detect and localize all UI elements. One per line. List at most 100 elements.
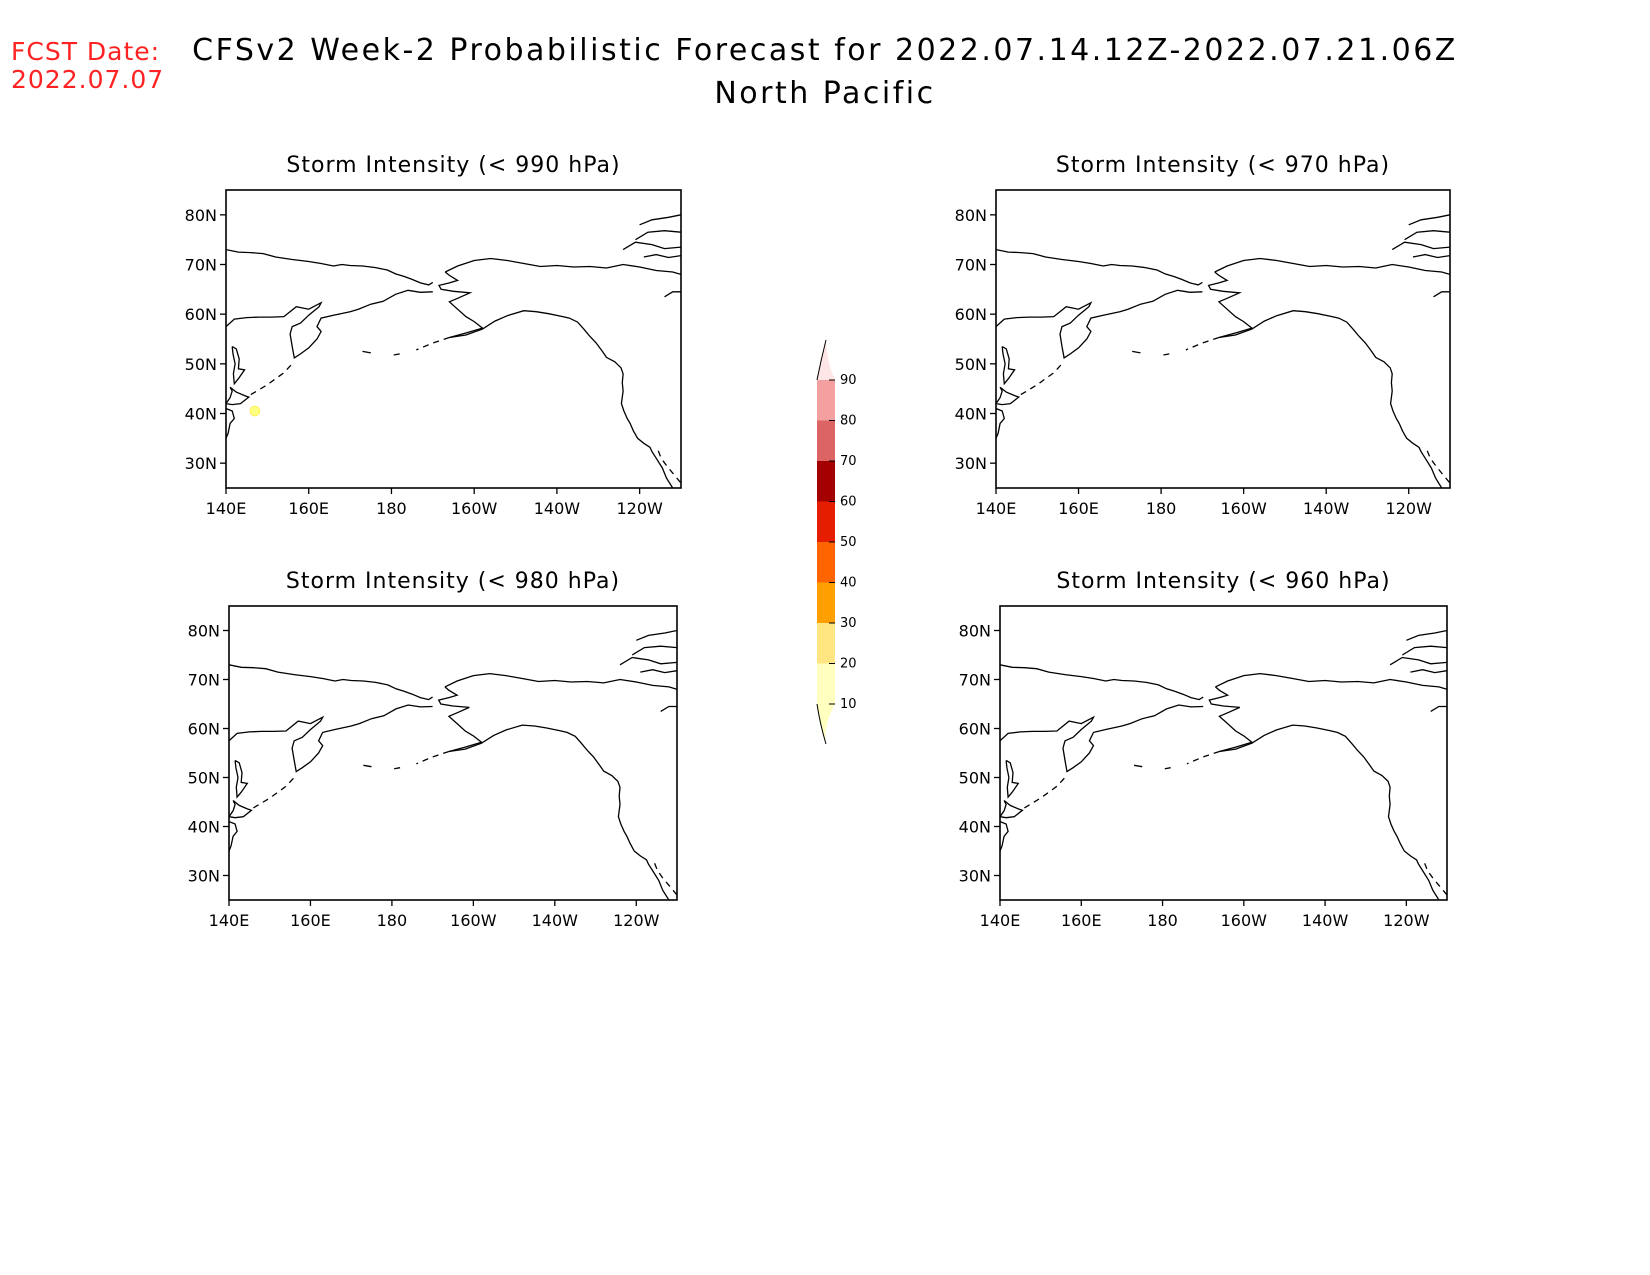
coastline [1001,345,1016,386]
lon-tick-label: 120W [616,499,663,518]
coastline [1214,257,1450,276]
lon-tick-label: 160E [1061,911,1102,930]
coastline [363,764,372,768]
map-panel-p960: Storm Intensity (< 960 hPa) 140E 160E 180 16… [959,569,1448,930]
lat-tick-label: 80N [188,622,220,641]
coastline [996,407,1006,439]
coastline [1433,291,1450,298]
coastline [1186,750,1220,765]
lat-tick-label: 60N [188,720,220,739]
coastline [643,253,681,259]
coastline [1218,310,1443,488]
lon-tick-label: 140E [209,911,250,930]
coastline [996,248,1203,286]
coastline [449,310,674,488]
coastline [229,704,433,773]
colorbar-tick-label: 90 [840,373,857,388]
map-frame [228,605,678,901]
colorbar-box [817,582,835,623]
coastlines [996,214,1450,488]
lon-tick-label: 160E [290,911,331,930]
lat-tick-label: 30N [185,454,217,473]
panel-title: Storm Intensity (< 990 hPa) [286,153,620,178]
colorbar-outline [816,339,827,381]
coastline [226,407,236,439]
coastline [1208,686,1254,753]
coastline [664,291,681,298]
coastline [639,214,681,226]
colorbar-box [817,420,835,461]
coastline [391,767,401,770]
colorbar-tick-label: 50 [840,535,857,550]
coastline [640,669,677,674]
coastline [226,248,434,286]
coastline [660,705,677,712]
lon-tick-label: 120W [1386,499,1433,518]
coastline [416,336,450,351]
colorbar-box [817,461,835,502]
lon-tick-label: 160W [1220,499,1267,518]
colorbar-upper-extension [817,340,835,380]
forecast-date-label: FCST Date: [11,37,161,66]
coastline [636,629,677,641]
colorbar-lower-extension [817,704,835,744]
lon-tick-label: 180 [377,911,408,930]
coastline [1426,450,1450,484]
coastline [391,353,400,357]
coastline [1133,764,1143,768]
map-panel-p970: Storm Intensity (< 970 hPa) 140E 160E 180 16… [955,153,1451,518]
coastline [1215,672,1447,690]
lon-tick-label: 160W [451,499,498,518]
colorbar-box [817,542,835,583]
coastline [234,759,249,799]
coastline [253,777,295,809]
coastline [362,350,371,354]
coastline [1408,214,1450,226]
colorbar-tick-label: 40 [840,576,857,591]
coastline [226,386,251,406]
lat-tick-label: 70N [959,671,991,690]
colorbar-box [817,663,835,704]
lon-tick-label: 140E [976,499,1017,518]
coastline [231,345,246,386]
lon-tick-label: 160E [1058,499,1099,518]
coastline [1207,271,1254,339]
coastline [444,257,681,276]
coastline [1404,230,1450,241]
lat-tick-label: 50N [188,769,220,788]
coastline [1406,629,1447,641]
map-frame [225,189,682,489]
lat-tick-label: 80N [959,622,991,641]
lat-tick-label: 80N [955,206,987,225]
panel-title: Storm Intensity (< 970 hPa) [1056,153,1390,178]
coastline [996,289,1203,359]
coastline [1024,777,1066,809]
lon-tick-label: 120W [613,911,660,930]
lon-tick-label: 180 [376,499,407,518]
coastline [619,656,677,666]
coastline [1005,759,1020,799]
coastline [1391,241,1450,251]
lat-tick-label: 60N [959,720,991,739]
coastline [1000,820,1009,852]
colorbar-box [817,380,835,421]
map-panel-p980: Storm Intensity (< 980 hPa) 140E 160E 180 16… [188,569,678,930]
lon-tick-label: 140E [206,499,247,518]
coastline [250,363,293,396]
lat-tick-label: 60N [955,305,987,324]
coastline [438,271,484,339]
coastline [448,724,670,900]
lon-tick-label: 140W [534,499,581,518]
coastlines [1000,629,1447,900]
map-frame [995,189,1451,489]
probability-spot [249,405,261,417]
coastline [635,230,681,241]
lat-tick-label: 40N [959,818,991,837]
map-panel-p990: Storm Intensity (< 990 hPa) 140E 160E 180 16… [185,153,682,518]
colorbar-tick-label: 60 [840,495,857,510]
coastlines [226,214,681,488]
lat-tick-label: 70N [955,256,987,275]
coastline [1401,645,1447,656]
lat-tick-label: 80N [185,206,217,225]
coastline [1424,863,1447,896]
